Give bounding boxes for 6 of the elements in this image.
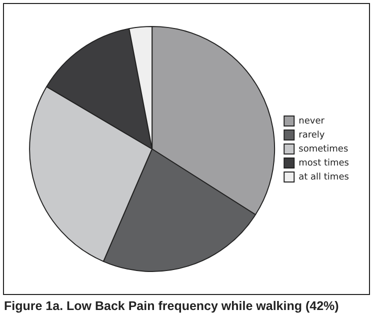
text: Figure 1a. Low Back Pain frequency while walking (42%) bbox=[4, 299, 339, 313]
legend-label: rarely bbox=[298, 130, 326, 140]
legend-label: most times bbox=[298, 158, 350, 168]
legend-label: never bbox=[298, 116, 325, 126]
legend-label: at all times bbox=[298, 172, 350, 182]
legend-label: sometimes bbox=[298, 144, 348, 154]
